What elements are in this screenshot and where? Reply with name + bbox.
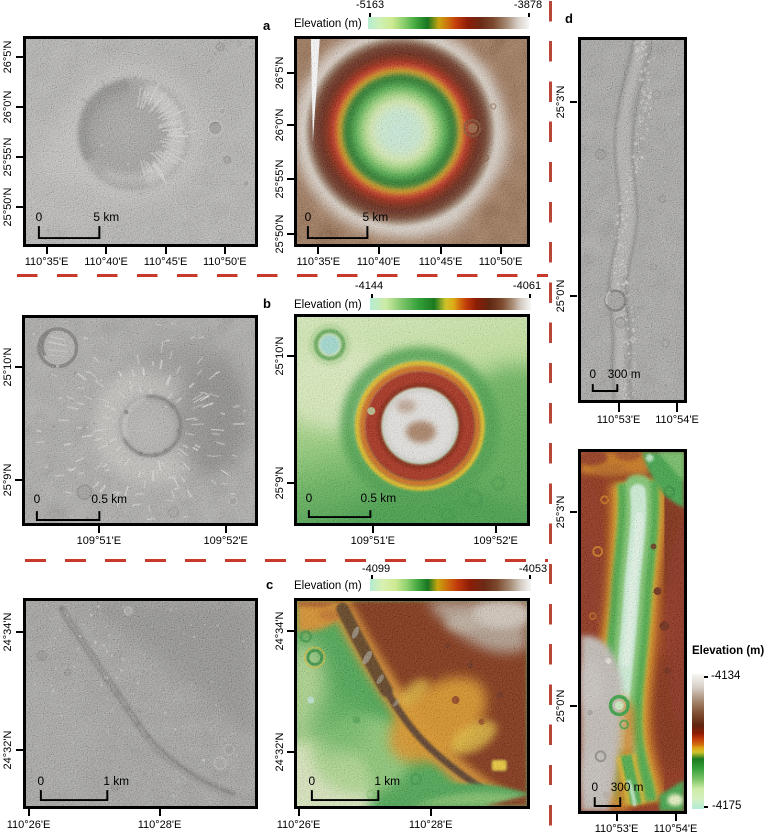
svg-text:0: 0: [305, 210, 312, 224]
svg-text:1 km: 1 km: [374, 774, 400, 788]
svg-text:0: 0: [34, 492, 41, 506]
svg-text:0.5 km: 0.5 km: [360, 491, 396, 505]
svg-text:300 m: 300 m: [608, 367, 641, 381]
svg-text:5 km: 5 km: [93, 210, 119, 224]
svg-text:0.5 km: 0.5 km: [91, 492, 127, 506]
svg-text:300 m: 300 m: [611, 780, 644, 794]
svg-text:0: 0: [589, 367, 596, 381]
svg-text:0: 0: [309, 774, 316, 788]
svg-text:1 km: 1 km: [103, 774, 129, 788]
svg-text:0: 0: [306, 491, 313, 505]
svg-text:0: 0: [591, 780, 598, 794]
svg-text:0: 0: [38, 774, 45, 788]
svg-text:5 km: 5 km: [362, 210, 388, 224]
svg-text:0: 0: [36, 210, 43, 224]
